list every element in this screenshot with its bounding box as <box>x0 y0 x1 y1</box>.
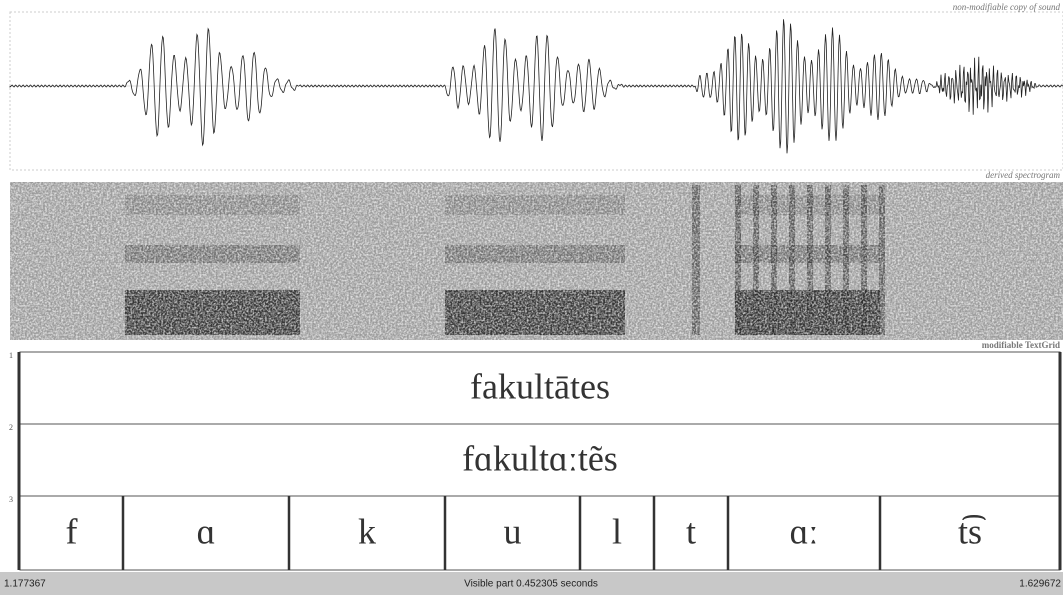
pane-label: modifiable TextGrid <box>982 340 1060 350</box>
visible-duration: Visible part 0.452305 seconds <box>464 579 598 590</box>
pane-label: derived spectrogram <box>986 170 1061 180</box>
interval-label: t͡s <box>958 511 986 551</box>
interval-label: u <box>504 511 522 551</box>
start-time: 1.177367 <box>4 579 46 590</box>
interval-label: fakultātes <box>470 366 610 406</box>
interval-label: f <box>66 511 78 551</box>
tier-number: 2 <box>9 423 13 432</box>
interval-label: k <box>358 511 376 551</box>
interval-label: ɑː <box>790 511 819 551</box>
interval-label: fɑkultɑːtẽs <box>462 438 618 478</box>
tier-number: 3 <box>9 495 13 504</box>
interval-label: l <box>612 511 622 551</box>
pane-label: non-modifiable copy of sound <box>953 2 1061 12</box>
tier-number: 1 <box>9 351 13 360</box>
interval-label: t <box>686 511 696 551</box>
praat-editor: non-modifiable copy of sound derived spe… <box>0 0 1063 595</box>
interval-label: ɑ <box>197 511 216 551</box>
editor-canvas: non-modifiable copy of sound derived spe… <box>0 0 1063 595</box>
spectrogram-texture <box>10 182 1063 340</box>
end-time: 1.629672 <box>1019 579 1061 590</box>
